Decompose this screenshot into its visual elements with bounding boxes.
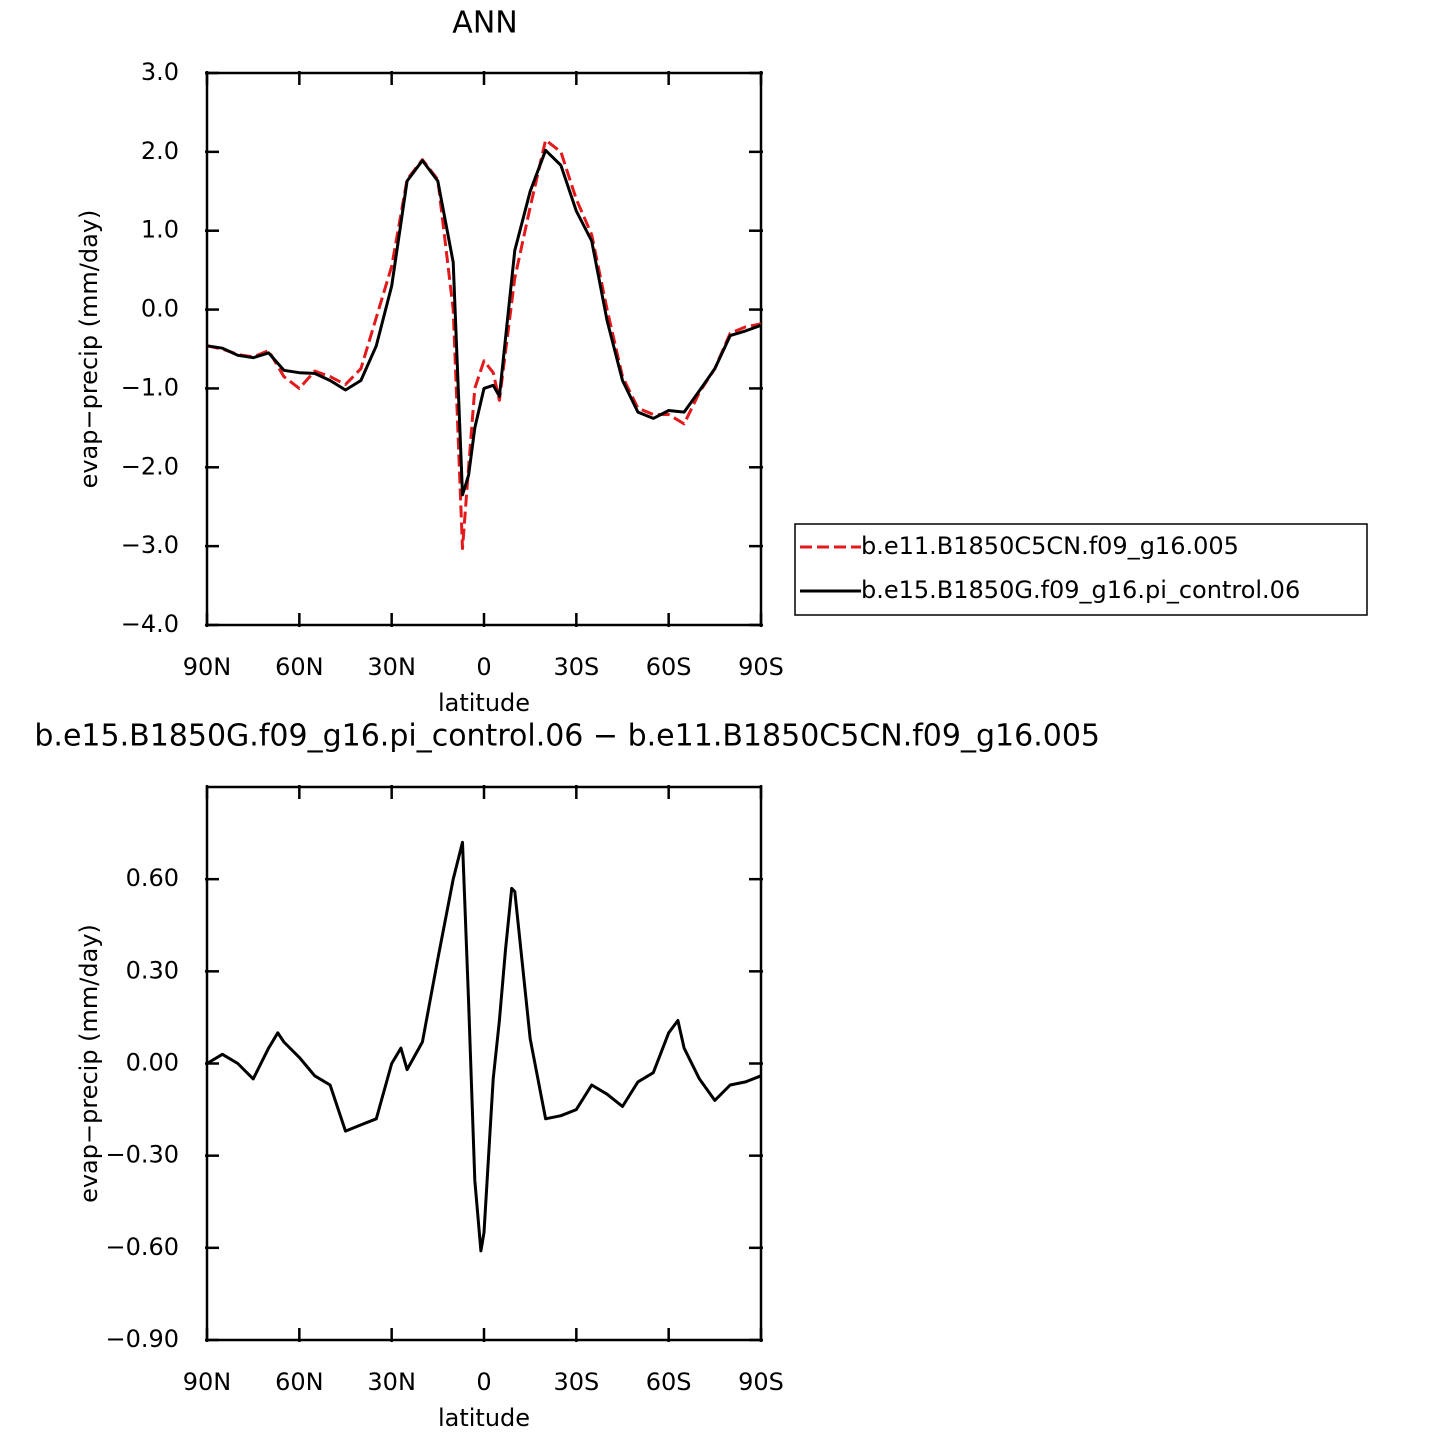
x-tick-label: 30N xyxy=(367,653,416,681)
y-tick-label: 0.30 xyxy=(126,956,179,984)
legend-box xyxy=(794,523,1368,616)
plot-frame xyxy=(205,71,763,627)
data-line xyxy=(206,138,762,550)
legend-label: b.e15.B1850G.f09_g16.pi_control.06 xyxy=(861,576,1300,604)
x-axis-label: latitude xyxy=(438,1404,530,1432)
y-tick-label: 0.60 xyxy=(126,864,179,892)
y-tick-label: −4.0 xyxy=(121,610,179,638)
x-tick-label: 90N xyxy=(183,1368,232,1396)
plot-frame xyxy=(205,785,763,1342)
y-tick-label: 3.0 xyxy=(141,58,179,86)
legend-label: b.e11.B1850C5CN.f09_g16.005 xyxy=(861,532,1239,560)
x-tick-label: 30S xyxy=(553,653,599,681)
x-tick-label: 60N xyxy=(275,653,324,681)
x-tick-label: 60S xyxy=(646,653,692,681)
y-tick-label: 1.0 xyxy=(141,216,179,244)
y-axis-label: evap−precip (mm/day) xyxy=(75,210,103,489)
chart-title: ANN xyxy=(452,6,517,41)
x-tick-label: 0 xyxy=(476,653,491,681)
y-tick-label: 0.00 xyxy=(126,1049,179,1077)
y-tick-label: −0.30 xyxy=(105,1141,179,1169)
y-axis-label: evap−precip (mm/day) xyxy=(75,924,103,1203)
x-tick-label: 90N xyxy=(183,653,232,681)
x-tick-label: 30N xyxy=(367,1368,416,1396)
x-tick-label: 60S xyxy=(646,1368,692,1396)
x-tick-label: 0 xyxy=(476,1368,491,1396)
y-tick-label: −3.0 xyxy=(121,531,179,559)
y-tick-label: 2.0 xyxy=(141,137,179,165)
x-tick-label: 90S xyxy=(738,653,784,681)
y-tick-label: −2.0 xyxy=(121,452,179,480)
y-tick-label: −0.90 xyxy=(105,1325,179,1353)
data-line xyxy=(206,148,762,497)
chart-title: b.e15.B1850G.f09_g16.pi_control.06 − b.e… xyxy=(34,719,1100,754)
y-tick-label: 0.0 xyxy=(141,295,179,323)
x-tick-label: 60N xyxy=(275,1368,324,1396)
x-tick-label: 90S xyxy=(738,1368,784,1396)
y-tick-label: −0.60 xyxy=(105,1233,179,1261)
y-tick-label: −1.0 xyxy=(121,373,179,401)
x-tick-label: 30S xyxy=(553,1368,599,1396)
x-axis-label: latitude xyxy=(438,689,530,717)
data-line xyxy=(206,840,762,1253)
